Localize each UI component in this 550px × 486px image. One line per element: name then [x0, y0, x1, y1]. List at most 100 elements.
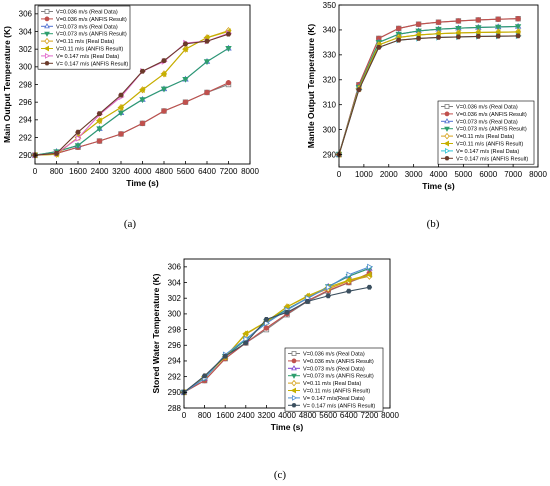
- legend-swatch-marker: [290, 387, 297, 394]
- data-point: [74, 143, 82, 150]
- data-point: [263, 316, 270, 322]
- legend-swatch-marker: [44, 61, 50, 66]
- data-point: [138, 86, 145, 94]
- series-line-2: [338, 18, 519, 155]
- y-tick-label: 292: [168, 372, 182, 381]
- data-point: [304, 298, 311, 304]
- legend: V=0.036 m/s (Real Data)V=0.036 m/s (ANFI…: [284, 347, 384, 412]
- y-tick-label: 302: [19, 45, 33, 54]
- main-output-temperature-chart: 0 800 1600 2400 3200 4000 4800 5600 6400 7200 8000…: [2, 4, 259, 230]
- stored-water-temperature-chart: 0 800 1600 2400 3200 4000 4800 5600 6400 7200 8000…: [151, 258, 399, 481]
- legend-entry: V=0.036 m/s (ANFIS Result): [456, 112, 527, 118]
- y-tick-label: 306: [19, 10, 33, 19]
- data-point: [345, 276, 352, 284]
- data-point: [395, 37, 402, 43]
- legend-entry: V=0.036 m/s (Real Data): [56, 10, 118, 16]
- legend-box: [437, 100, 535, 165]
- y-tick-label: 300: [19, 63, 33, 72]
- legend-swatch-marker: [444, 132, 450, 140]
- y-tick-label: 292: [19, 133, 33, 142]
- data-point: [454, 29, 461, 37]
- x-tick-label: 4000: [134, 167, 152, 176]
- y-tick-label: 294: [168, 357, 182, 366]
- series-line-2: [183, 272, 370, 393]
- data-point: [181, 45, 188, 53]
- x-axis-label: Time (s): [126, 178, 159, 188]
- data-point: [475, 25, 482, 32]
- y-tick-label: 290: [19, 151, 33, 160]
- x-tick-label: 8000: [529, 170, 547, 179]
- data-point: [365, 271, 372, 278]
- legend-entry: V=0.073 m/s (Real Data): [56, 24, 118, 30]
- y-axis-label: Mantle Output Temperature (K): [306, 24, 316, 149]
- y-tick-label: 296: [19, 98, 33, 107]
- x-tick-label: 6400: [198, 167, 216, 176]
- data-point: [366, 284, 373, 290]
- data-point: [243, 335, 250, 343]
- data-point: [118, 131, 124, 137]
- y-tick-label: 290: [168, 388, 182, 397]
- x-tick-label: 1000: [355, 170, 373, 179]
- y-tick-label: 304: [168, 278, 182, 287]
- x-tick-label: 4800: [155, 167, 173, 176]
- legend-swatch-marker: [44, 9, 50, 14]
- x-tick-label: 800: [50, 167, 64, 176]
- data-point: [225, 80, 232, 86]
- y-tick-label: 350: [323, 1, 337, 10]
- data-point: [139, 120, 146, 127]
- x-tick-label: 4000: [430, 170, 448, 179]
- x-tick-label: 3200: [258, 411, 276, 420]
- legend-entry: V= 0.147 m/s (Real Data): [456, 149, 519, 155]
- y-tick-label: 290: [323, 150, 337, 159]
- data-point: [495, 16, 501, 22]
- legend-swatch-marker: [444, 148, 451, 154]
- x-tick-label: 2400: [91, 167, 109, 176]
- data-point: [117, 104, 124, 111]
- data-point: [346, 288, 352, 294]
- legend-swatch-marker: [44, 31, 50, 37]
- data-point: [75, 135, 82, 142]
- data-point: [225, 31, 232, 37]
- x-tick-label: 6400: [340, 411, 358, 420]
- y-tick-label: 304: [19, 27, 33, 36]
- legend-entry: V= 0.147 m/s (ANFIS Result): [56, 61, 128, 67]
- x-tick-label: 5600: [319, 411, 337, 420]
- legend-entry: V=0.073 m/s (ANFIS Result): [56, 32, 127, 38]
- y-tick-label: 294: [19, 116, 33, 125]
- series-line-8: [34, 33, 229, 156]
- data-point: [161, 108, 167, 114]
- panel-label: (c): [274, 469, 287, 481]
- series-line-2: [34, 82, 229, 156]
- y-tick-label: 300: [323, 125, 337, 134]
- x-tick-label: 6000: [479, 170, 497, 179]
- legend-swatch-marker: [444, 111, 450, 117]
- legend: V=0.036 m/s (Real Data)V=0.036 m/s (ANFI…: [437, 100, 535, 165]
- legend-swatch-marker: [444, 126, 450, 132]
- data-point: [95, 117, 102, 124]
- legend-swatch-marker: [44, 23, 50, 29]
- y-tick-label: 310: [323, 100, 337, 109]
- legend-entry: V=0.11 m/s (Real Data): [456, 134, 514, 140]
- data-point: [494, 24, 502, 31]
- legend-swatch-marker: [45, 53, 51, 59]
- series-line-1: [34, 83, 229, 156]
- data-point: [435, 35, 442, 40]
- data-point: [96, 126, 103, 133]
- data-point: [75, 129, 81, 135]
- series-line-6: [338, 31, 519, 155]
- data-point: [455, 34, 462, 40]
- x-tick-label: 7200: [220, 167, 238, 176]
- x-tick-label: 8000: [381, 411, 399, 420]
- data-point: [204, 38, 210, 44]
- legend-entry: V=0.073 m/s (ANFIS Result): [456, 127, 527, 133]
- x-tick-label: 7200: [361, 411, 379, 420]
- panel-label: (a): [124, 218, 137, 230]
- data-point: [395, 25, 402, 32]
- y-tick-label: 298: [168, 325, 182, 334]
- x-tick-label: 800: [198, 411, 212, 420]
- legend-swatch-marker: [444, 118, 450, 124]
- data-point: [160, 86, 168, 93]
- legend-entry: V=0.11 m/s (ANFIS Result): [56, 47, 123, 53]
- data-point: [434, 30, 441, 37]
- legend-entry: V=0.11 m/s (Real Data): [56, 39, 114, 45]
